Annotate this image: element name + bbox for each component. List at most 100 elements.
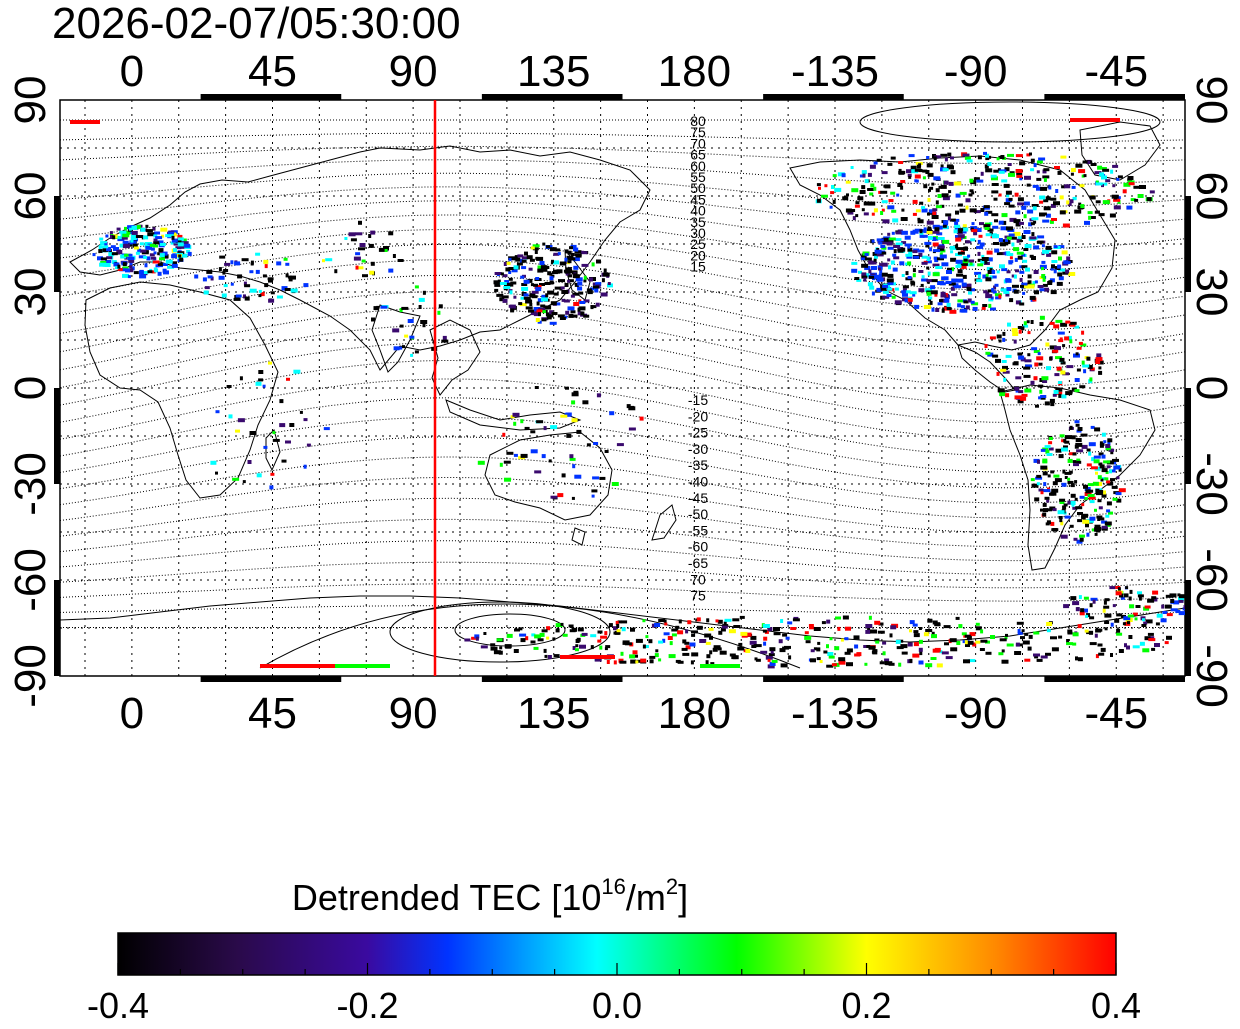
- tec-point: [778, 639, 783, 644]
- tec-point: [1065, 269, 1070, 274]
- tec-point: [232, 477, 240, 481]
- tec-point: [1020, 284, 1024, 288]
- tec-point: [104, 263, 111, 267]
- tec-point: [941, 308, 945, 313]
- tec-point: [1119, 593, 1123, 598]
- tec-point: [874, 255, 878, 259]
- contour-line: [60, 540, 1185, 575]
- tec-point: [980, 260, 985, 265]
- tec-point: [1128, 596, 1132, 601]
- tec-point: [1175, 610, 1181, 613]
- tec-point: [1036, 177, 1042, 181]
- tec-point: [129, 262, 133, 266]
- tec-point: [985, 640, 990, 644]
- tec-point: [1104, 613, 1112, 618]
- tec-point: [325, 258, 333, 262]
- tec-point: [1004, 167, 1010, 172]
- tec-point: [545, 266, 550, 269]
- tec-point: [895, 238, 902, 242]
- tec-point: [872, 252, 878, 256]
- tec-point: [480, 645, 488, 649]
- tec-point: [519, 258, 523, 263]
- tec-point: [571, 418, 578, 423]
- tec-point: [918, 288, 925, 293]
- tec-point: [1106, 465, 1111, 469]
- contour-label-north: 30: [690, 225, 706, 241]
- tec-point: [978, 234, 983, 238]
- tec-point: [1094, 524, 1101, 529]
- tec-point: [1058, 393, 1062, 398]
- tec-point: [1098, 366, 1102, 370]
- tec-point: [880, 211, 884, 215]
- tec-point: [872, 649, 878, 653]
- left-border-segment: [54, 196, 60, 292]
- tec-point: [1078, 595, 1082, 600]
- tec-point: [1052, 481, 1058, 486]
- tec-point: [1049, 492, 1054, 496]
- tec-point: [918, 660, 924, 665]
- contour-label-south: -20: [688, 408, 708, 424]
- tec-point: [769, 662, 776, 666]
- tec-point: [279, 423, 286, 428]
- tec-point: [578, 299, 582, 303]
- tec-point: [1110, 478, 1115, 482]
- tec-point: [547, 290, 555, 295]
- right-lat-tick-label: 60: [1187, 172, 1236, 221]
- tec-point: [535, 318, 540, 322]
- tec-point: [961, 308, 968, 313]
- tec-point: [1005, 354, 1012, 358]
- tec-point: [963, 300, 969, 304]
- tec-point: [932, 154, 936, 158]
- tec-point: [991, 270, 996, 274]
- tec-point: [530, 640, 536, 644]
- tec-point: [934, 227, 940, 232]
- tec-point: [907, 173, 912, 177]
- tec-point: [122, 262, 127, 267]
- tec-point: [1107, 438, 1113, 443]
- tec-point: [987, 270, 992, 274]
- tec-point: [866, 645, 871, 648]
- tec-point: [1026, 320, 1030, 324]
- tec-point: [1026, 183, 1031, 187]
- tec-point: [1178, 599, 1184, 603]
- tec-point: [504, 280, 510, 283]
- tec-point: [1080, 608, 1085, 613]
- tec-point: [897, 183, 903, 187]
- tec-point: [383, 246, 389, 250]
- contour-label-south: -30: [688, 441, 708, 457]
- tec-point: [567, 260, 572, 264]
- tec-point: [560, 655, 615, 659]
- tec-point: [547, 271, 552, 276]
- tec-point: [740, 631, 748, 636]
- tec-point: [980, 629, 984, 634]
- tec-point: [117, 264, 121, 269]
- tec-point: [104, 243, 108, 247]
- tec-point: [520, 275, 525, 279]
- tec-point: [619, 660, 627, 664]
- tec-point: [1009, 256, 1013, 260]
- tec-point: [887, 232, 891, 236]
- tec-point: [1001, 360, 1007, 363]
- tec-point: [1152, 590, 1159, 595]
- tec-point: [135, 235, 143, 238]
- tec-point: [1063, 604, 1070, 609]
- tec-point: [1011, 328, 1018, 332]
- tec-point: [525, 636, 529, 641]
- tec-point: [871, 650, 876, 654]
- tec-point: [1063, 445, 1068, 450]
- tec-point: [1061, 482, 1067, 487]
- tec-point: [151, 270, 156, 274]
- tec-point: [909, 620, 915, 625]
- tec-point: [763, 641, 767, 646]
- tec-point: [945, 656, 953, 660]
- tec-point: [966, 286, 972, 291]
- tec-point: [963, 258, 968, 262]
- tec-point: [1059, 195, 1064, 200]
- tec-point: [519, 633, 527, 637]
- tec-point: [992, 290, 997, 294]
- tec-point: [929, 186, 934, 190]
- tec-point: [529, 258, 535, 262]
- tec-point: [1079, 534, 1085, 538]
- tec-point: [896, 193, 900, 197]
- right-lat-tick-label: 30: [1187, 268, 1236, 317]
